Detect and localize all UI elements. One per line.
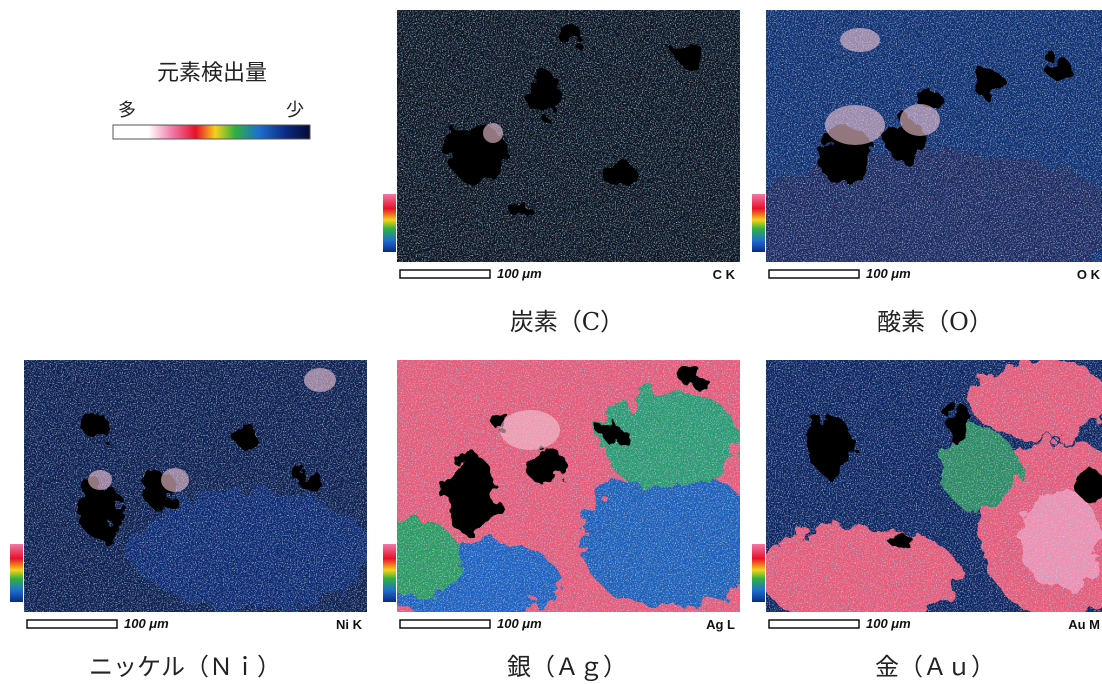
map-color-bar [752, 194, 765, 252]
scale-label: 100 μm [497, 616, 542, 631]
scale-bar [27, 620, 117, 628]
map-bright-spot [483, 123, 503, 143]
map-hole [298, 470, 322, 490]
line-label: C K [713, 267, 736, 282]
map-hole [603, 425, 627, 445]
line-label: O K [1077, 267, 1101, 282]
map-bright-spot [304, 368, 336, 392]
map-bright-spot [161, 468, 189, 492]
map-speckle [766, 10, 1102, 262]
element-map-image [24, 360, 370, 612]
panel-caption: 炭素（C） [510, 308, 624, 336]
map-bright-spot [825, 105, 885, 145]
scale-bar [400, 270, 490, 278]
map-hole [974, 71, 1006, 99]
scale-label: 100 μm [866, 266, 911, 281]
map-bright-spot [900, 104, 940, 136]
map-bright-spot [88, 470, 112, 490]
panel-caption: ニッケル（Ｎｉ） [89, 653, 281, 681]
map-hole [604, 161, 636, 189]
legend-title: 元素検出量 [157, 61, 267, 86]
map-hole [510, 202, 530, 218]
map-hole [81, 413, 109, 437]
element-map-panel: 100 μm Ni K ニッケル（Ｎｉ） [10, 360, 370, 681]
map-color-bar [752, 544, 765, 602]
map-hole [676, 43, 704, 67]
legend-color-bar [113, 125, 310, 139]
map-bright-spot [500, 410, 560, 450]
panel-caption: 金（Ａｕ） [875, 653, 995, 681]
legend: 元素検出量 多 少 [113, 61, 310, 139]
element-map-image [397, 10, 740, 262]
scale-bar [769, 620, 859, 628]
scale-label: 100 μm [866, 616, 911, 631]
element-map-image [380, 360, 760, 620]
scale-label: 100 μm [124, 616, 169, 631]
element-map-panel: 100 μm Au M 金（Ａｕ） [752, 360, 1102, 681]
map-hole [558, 25, 582, 45]
page: 元素検出量 多 少 100 μmC K炭素（C）100 μmO K酸素（O）10… [0, 0, 1102, 684]
map-hole [78, 482, 122, 538]
scale-label: 100 μm [497, 266, 542, 281]
legend-low: 少 [286, 100, 304, 121]
line-label: Au M [1068, 617, 1100, 632]
line-label: Ni K [336, 617, 363, 632]
line-label: Ag L [706, 617, 735, 632]
map-speckle [766, 360, 1102, 612]
map-hole [1048, 58, 1072, 82]
panel-caption: 酸素（O） [877, 308, 993, 336]
map-bright-spot [840, 28, 880, 52]
element-map-panel: 100 μm O K 酸素（O） [740, 10, 1102, 336]
map-color-bar [383, 194, 396, 252]
element-map-panel: 100 μm Ag L 銀（Ａｇ） [380, 360, 760, 681]
map-hole [890, 530, 910, 550]
map-hole [233, 423, 257, 447]
element-map-image [760, 360, 1102, 625]
panel-caption: 銀（Ａｇ） [507, 653, 627, 681]
scale-bar [769, 270, 859, 278]
map-hole [808, 415, 852, 475]
element-map-image [740, 10, 1102, 290]
map-hole [527, 73, 563, 117]
element-map-panel: 100 μm C K 炭素（C） [383, 10, 740, 336]
scale-bar [400, 620, 490, 628]
map-color-bar [383, 544, 396, 602]
figure: 元素検出量 多 少 100 μmC K炭素（C）100 μmO K酸素（O）10… [0, 0, 1102, 684]
map-color-bar [10, 544, 23, 602]
map-hole [442, 455, 498, 535]
legend-high: 多 [118, 100, 136, 121]
map-hole [946, 405, 974, 445]
map-hole [678, 365, 702, 385]
